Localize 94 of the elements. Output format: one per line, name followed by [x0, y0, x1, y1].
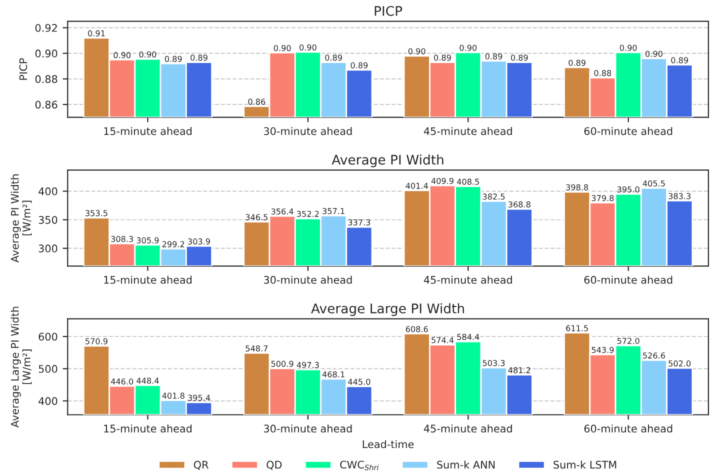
data-label: 357.1 [322, 208, 344, 214]
legend-label: QR [194, 460, 208, 470]
data-label: 572.0 [617, 338, 640, 344]
data-label: 0.89 [350, 62, 368, 68]
x-tick-label: 45-minute ahead [424, 424, 512, 433]
data-label: 368.8 [508, 201, 530, 208]
x-tick-label: 60-minute ahead [584, 424, 672, 433]
y-tick-label: 300 [38, 244, 58, 252]
data-label: 574.4 [432, 337, 454, 344]
y-tick-label: 0.86 [35, 100, 58, 109]
data-label: 0.90 [620, 44, 637, 51]
data-label: 382.5 [482, 194, 505, 200]
x-tick-label: 45-minute ahead [424, 127, 512, 136]
x-tick-label: 30-minute ahead [264, 276, 352, 284]
x-tick-label: 30-minute ahead [264, 127, 352, 136]
data-label: 446.0 [110, 378, 134, 385]
x-tick-label: 45-minute ahead [424, 276, 512, 284]
data-label: 383.3 [668, 193, 690, 200]
data-label: 379.8 [592, 195, 614, 202]
data-label: 405.5 [642, 180, 665, 186]
data-label: 570.9 [86, 338, 108, 344]
x-tick-label: 15-minute ahead [104, 424, 192, 433]
chart-title: PICP [374, 6, 402, 16]
data-label: 500.9 [271, 360, 294, 367]
data-label: 0.90 [114, 52, 131, 58]
y-axis-title: PICP [19, 58, 28, 80]
data-label: 0.89 [510, 54, 528, 61]
data-label: 584.4 [457, 334, 480, 340]
data-label: 0.90 [460, 44, 477, 51]
y-tick-label: 400 [38, 187, 58, 196]
data-label: 468.1 [322, 371, 344, 378]
data-label: 0.90 [300, 44, 316, 50]
data-label: 497.3 [296, 362, 319, 368]
x-tick-label: 60-minute ahead [584, 276, 672, 284]
data-label: 395.4 [188, 394, 210, 401]
chart-title: Average PI Width [332, 154, 444, 168]
data-label: 409.9 [431, 178, 454, 184]
data-label: 0.90 [139, 51, 156, 58]
data-label: 353.5 [86, 210, 108, 216]
data-label: 548.7 [246, 345, 268, 352]
data-label: 611.5 [566, 325, 588, 332]
data-label: 0.89 [671, 57, 688, 64]
chart-title: Average Large PI Width [311, 303, 464, 316]
data-label: 543.9 [592, 346, 614, 354]
data-label: 356.4 [271, 208, 294, 215]
data-label: 445.0 [348, 378, 370, 385]
y-tick-label: 600 [38, 332, 58, 341]
data-label: 401.4 [406, 182, 428, 189]
data-label: 0.89 [568, 60, 586, 66]
data-label: 299.2 [162, 241, 184, 248]
legend-label: CWC$_{Shri}$ [340, 460, 379, 470]
data-label: 502.0 [668, 360, 691, 366]
data-label: 352.2 [297, 210, 319, 217]
data-label: 503.3 [482, 360, 505, 366]
y-axis-title: Average PI Width [W/m²] [10, 174, 32, 262]
x-tick-label: 15-minute ahead [104, 127, 192, 136]
data-label: 308.3 [111, 236, 133, 242]
data-label: 0.90 [408, 48, 426, 54]
data-label: 0.86 [248, 98, 266, 105]
data-label: 0.89 [485, 53, 502, 60]
data-label: 408.5 [457, 178, 479, 185]
data-label: 401.8 [162, 392, 184, 399]
data-label: 526.6 [643, 352, 665, 359]
x-tick-label: 15-minute ahead [104, 276, 192, 284]
data-label: 608.6 [406, 326, 428, 332]
data-label: 448.4 [136, 378, 159, 384]
data-label: 346.5 [246, 214, 268, 220]
data-label: 0.91 [88, 30, 105, 36]
y-tick-label: 0.90 [35, 50, 58, 58]
legend-label: Sum-k ANN [437, 460, 495, 469]
data-label: 337.3 [348, 219, 370, 226]
legend-label: Sum-k LSTM [554, 460, 616, 469]
y-tick-label: 350 [38, 216, 58, 224]
data-label: 0.89 [434, 54, 451, 61]
y-tick-label: 0.92 [35, 24, 57, 32]
data-label: 481.2 [508, 367, 530, 374]
data-label: 0.89 [325, 54, 342, 61]
y-axis-title: Average Large PI Width [W/m²] [10, 306, 32, 428]
legend-label: QD [266, 460, 282, 470]
data-label: 0.88 [594, 70, 612, 76]
data-label: 398.8 [566, 184, 588, 190]
data-label: 303.9 [188, 238, 210, 245]
x-tick-label: 60-minute ahead [584, 127, 672, 136]
data-label: 0.89 [164, 56, 182, 62]
data-label: 395.0 [617, 186, 640, 192]
data-label: 305.9 [136, 237, 159, 244]
data-label: 0.89 [190, 54, 208, 61]
y-tick-label: 400 [38, 397, 58, 406]
y-tick-label: 0.88 [35, 75, 58, 84]
x-tick-label: 30-minute ahead [264, 424, 352, 433]
y-tick-label: 500 [38, 364, 58, 373]
x-axis-title: Lead-time [362, 440, 414, 448]
data-label: 0.90 [274, 45, 291, 52]
data-label: 0.90 [646, 50, 662, 57]
